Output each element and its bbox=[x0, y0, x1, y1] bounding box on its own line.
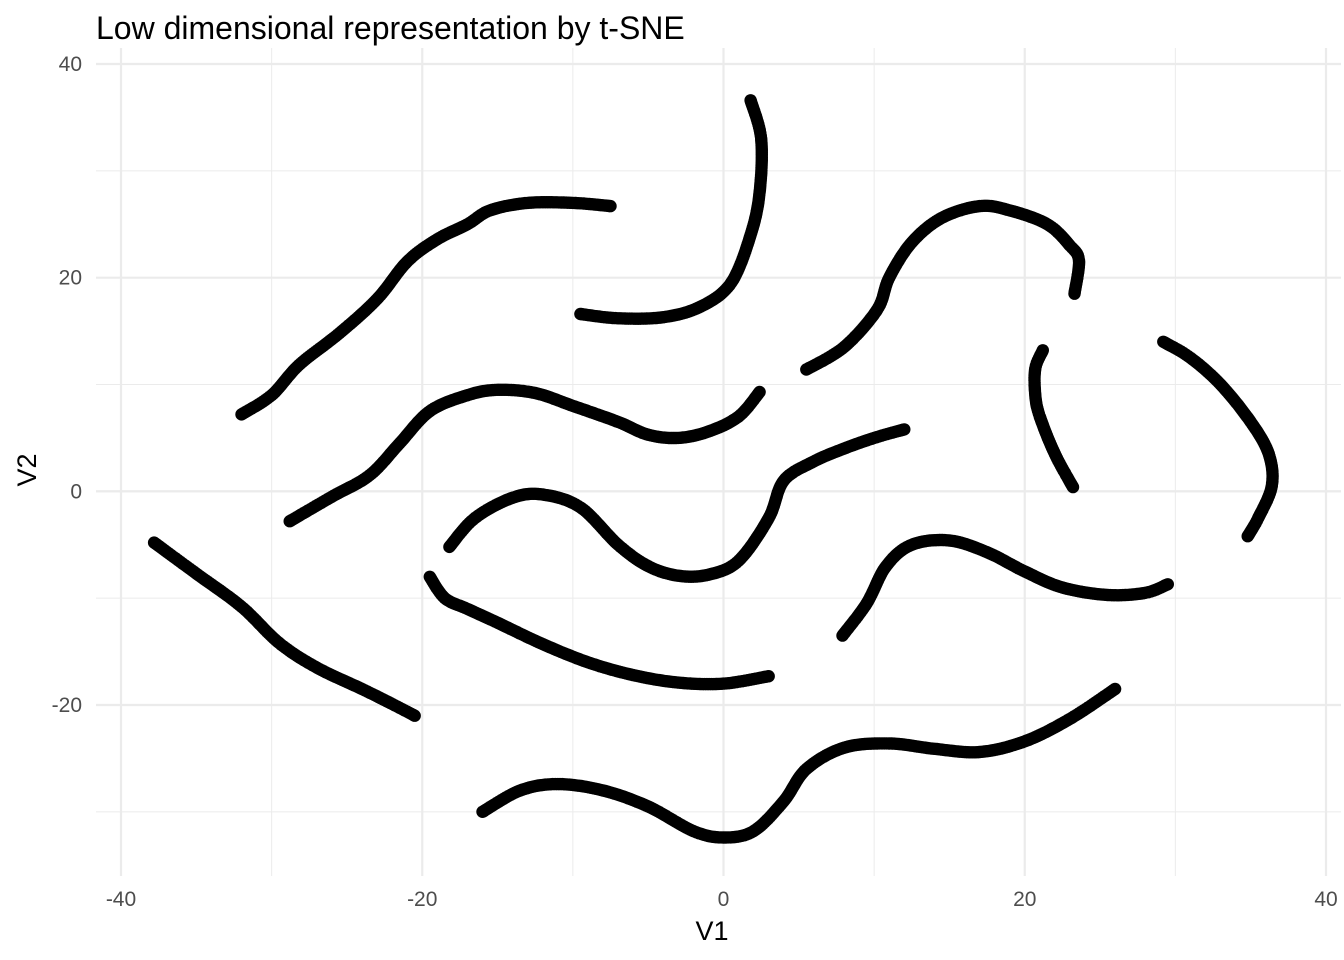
data-point bbox=[762, 670, 775, 683]
x-tick-label: -40 bbox=[106, 888, 136, 911]
data-point bbox=[898, 423, 911, 436]
data-point bbox=[1241, 530, 1254, 543]
point-series bbox=[476, 682, 1122, 844]
y-tick-label: -20 bbox=[52, 694, 82, 717]
data-point bbox=[753, 385, 766, 399]
point-series bbox=[283, 383, 766, 528]
chart-title: Low dimensional representation by t-SNE bbox=[96, 10, 685, 46]
point-series bbox=[147, 536, 421, 722]
point-series bbox=[574, 94, 768, 325]
y-axis-title: V2 bbox=[12, 453, 42, 486]
x-tick-label: 40 bbox=[1314, 888, 1337, 911]
x-tick-label: -20 bbox=[407, 888, 437, 911]
y-tick-label: 20 bbox=[59, 267, 82, 290]
data-point bbox=[1068, 287, 1081, 300]
point-series bbox=[1157, 335, 1279, 543]
point-series bbox=[800, 199, 1086, 376]
y-tick-label: 0 bbox=[70, 480, 82, 503]
x-tick-label: 0 bbox=[718, 888, 730, 911]
point-series bbox=[423, 570, 775, 691]
data-point bbox=[744, 94, 757, 107]
grid-layer bbox=[96, 48, 1341, 876]
data-point bbox=[1108, 682, 1122, 696]
data-point bbox=[1161, 578, 1175, 591]
x-tick-label: 20 bbox=[1013, 888, 1036, 911]
point-series bbox=[235, 196, 617, 421]
data-point bbox=[604, 199, 617, 213]
point-series bbox=[443, 423, 911, 583]
x-axis-title: V1 bbox=[695, 916, 728, 946]
points-layer bbox=[147, 94, 1279, 844]
y-tick-label: 40 bbox=[59, 53, 82, 76]
data-point bbox=[408, 709, 421, 722]
point-series bbox=[836, 533, 1175, 642]
data-point bbox=[1066, 480, 1080, 494]
tick-layer: -40 -20 0 20 40 -20 0 20 40 bbox=[52, 53, 1338, 911]
point-series bbox=[1028, 344, 1080, 494]
